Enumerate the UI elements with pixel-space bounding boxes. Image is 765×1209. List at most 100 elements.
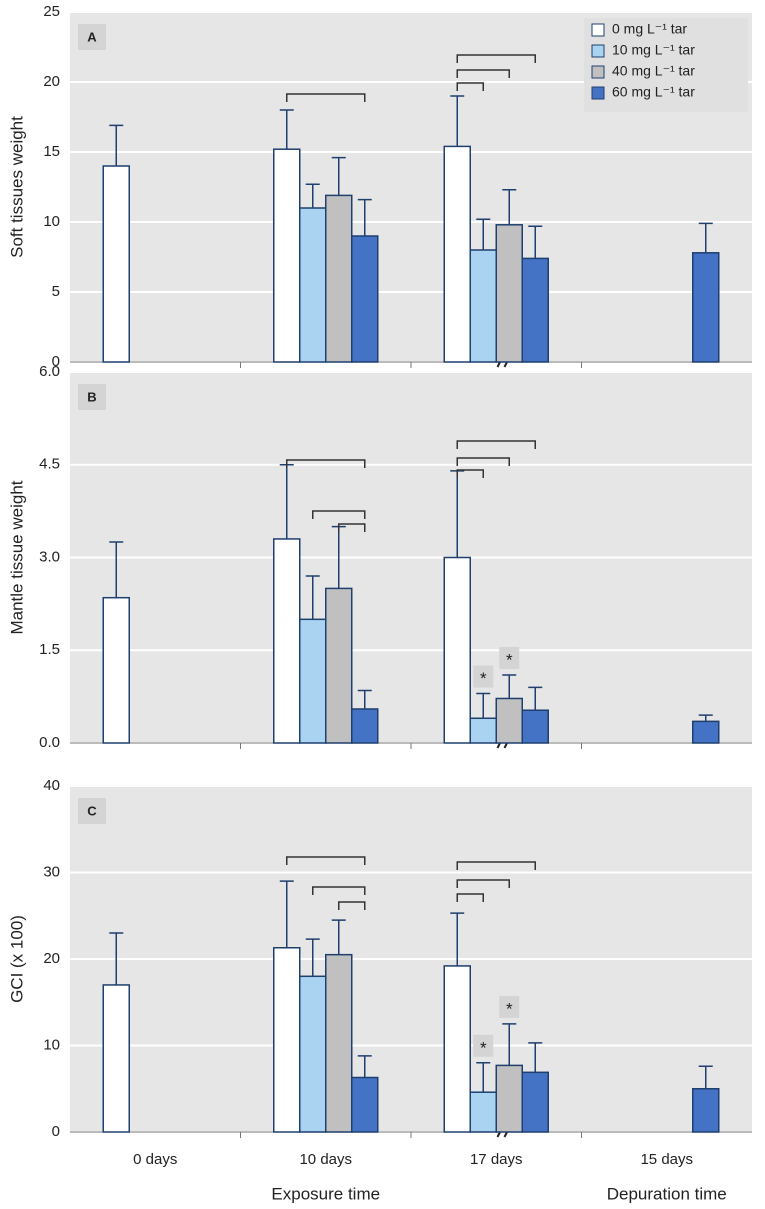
y-tick-label: 0 xyxy=(52,1123,60,1140)
bar xyxy=(443,965,471,1133)
bar xyxy=(521,709,549,744)
legend-label: 40 mg L⁻¹ tar xyxy=(612,63,695,79)
significance-box xyxy=(473,1034,494,1057)
bracket xyxy=(456,893,484,902)
bar xyxy=(521,1071,549,1133)
bar xyxy=(443,556,471,744)
y-tick-label: 5 xyxy=(52,283,60,300)
panel-label-box xyxy=(78,24,106,50)
error-bar xyxy=(698,222,713,253)
bar xyxy=(273,538,301,744)
bar xyxy=(102,165,130,363)
significance-box xyxy=(499,646,520,669)
bar xyxy=(273,947,301,1133)
bracket xyxy=(456,69,510,78)
bar xyxy=(692,1088,720,1133)
error-bar xyxy=(476,692,491,719)
panel-label: B xyxy=(87,389,96,404)
y-axis-label: GCI (x 100) xyxy=(7,915,26,1003)
x-axis-label: Exposure time xyxy=(271,1184,380,1203)
y-tick-label: 0 xyxy=(52,353,60,370)
bar xyxy=(299,975,327,1133)
bracket xyxy=(456,457,510,466)
y-tick-label: 4.5 xyxy=(39,456,60,473)
bracket xyxy=(456,879,510,888)
error-bar xyxy=(528,686,543,711)
error-bar xyxy=(528,225,543,259)
panel-label-box xyxy=(78,798,106,824)
bracket xyxy=(338,523,366,532)
significance-box xyxy=(473,665,494,688)
error-bar xyxy=(357,689,372,709)
bar xyxy=(102,984,130,1133)
error-bar xyxy=(109,932,124,985)
bracket xyxy=(286,459,366,468)
bar xyxy=(692,720,720,744)
legend-label: 0 mg L⁻¹ tar xyxy=(612,21,687,37)
bar xyxy=(102,596,130,744)
bracket xyxy=(286,856,366,865)
y-tick-label: 0.0 xyxy=(39,734,60,751)
bar xyxy=(351,235,379,363)
bracket xyxy=(338,901,366,910)
bracket xyxy=(456,469,484,478)
bracket xyxy=(456,54,536,63)
bracket xyxy=(312,510,366,519)
bracket xyxy=(286,93,366,102)
bar xyxy=(351,708,379,744)
significance-label: * xyxy=(506,650,513,669)
error-bar xyxy=(279,880,294,948)
x-axis-label: Depuration time xyxy=(607,1184,727,1203)
bar xyxy=(351,1076,379,1133)
panel-label: A xyxy=(87,29,97,44)
x-tick-label: 0 days xyxy=(133,1151,177,1168)
error-bar xyxy=(357,1055,372,1078)
significance-label: * xyxy=(480,669,487,688)
error-bar xyxy=(476,218,491,250)
y-tick-label: 40 xyxy=(43,777,60,794)
error-bar xyxy=(502,674,517,699)
error-bar xyxy=(305,183,320,208)
legend-swatch xyxy=(591,65,605,79)
bar xyxy=(325,953,353,1133)
significance-label: * xyxy=(506,999,513,1018)
bracket xyxy=(312,886,366,895)
bar xyxy=(469,717,497,744)
y-tick-label: 20 xyxy=(43,73,60,90)
y-axis-label: Mantle tissue weight xyxy=(7,480,26,634)
legend-label: 60 mg L⁻¹ tar xyxy=(612,84,695,100)
bar xyxy=(521,257,549,363)
y-tick-label: 30 xyxy=(43,863,60,880)
panel-label-box xyxy=(78,384,106,410)
error-bar xyxy=(502,1023,517,1066)
error-bar xyxy=(502,189,517,225)
bar xyxy=(325,194,353,363)
error-bar xyxy=(109,541,124,598)
significance-label: * xyxy=(480,1038,487,1057)
bar xyxy=(692,252,720,363)
y-axis-label: Soft tissues weight xyxy=(7,116,26,258)
bar xyxy=(443,145,471,363)
error-bar xyxy=(109,124,124,166)
bracket xyxy=(456,82,484,91)
legend-swatch xyxy=(591,23,605,37)
bar xyxy=(495,224,523,363)
legend-box xyxy=(584,18,748,112)
bar xyxy=(273,148,301,363)
error-bar xyxy=(331,919,346,955)
legend-label: 10 mg L⁻¹ tar xyxy=(612,42,695,58)
bar xyxy=(325,587,353,744)
bar xyxy=(299,207,327,363)
bar xyxy=(469,1091,497,1133)
panel-label: C xyxy=(87,803,97,818)
y-tick-label: 3.0 xyxy=(39,548,60,565)
error-bar xyxy=(476,1062,491,1093)
bar xyxy=(495,1064,523,1133)
error-bar xyxy=(279,109,294,150)
x-tick-label: 10 days xyxy=(299,1151,352,1168)
y-tick-label: 20 xyxy=(43,950,60,967)
y-tick-label: 1.5 xyxy=(39,641,60,658)
x-tick-label: 15 days xyxy=(640,1151,693,1168)
error-bar xyxy=(528,1042,543,1073)
